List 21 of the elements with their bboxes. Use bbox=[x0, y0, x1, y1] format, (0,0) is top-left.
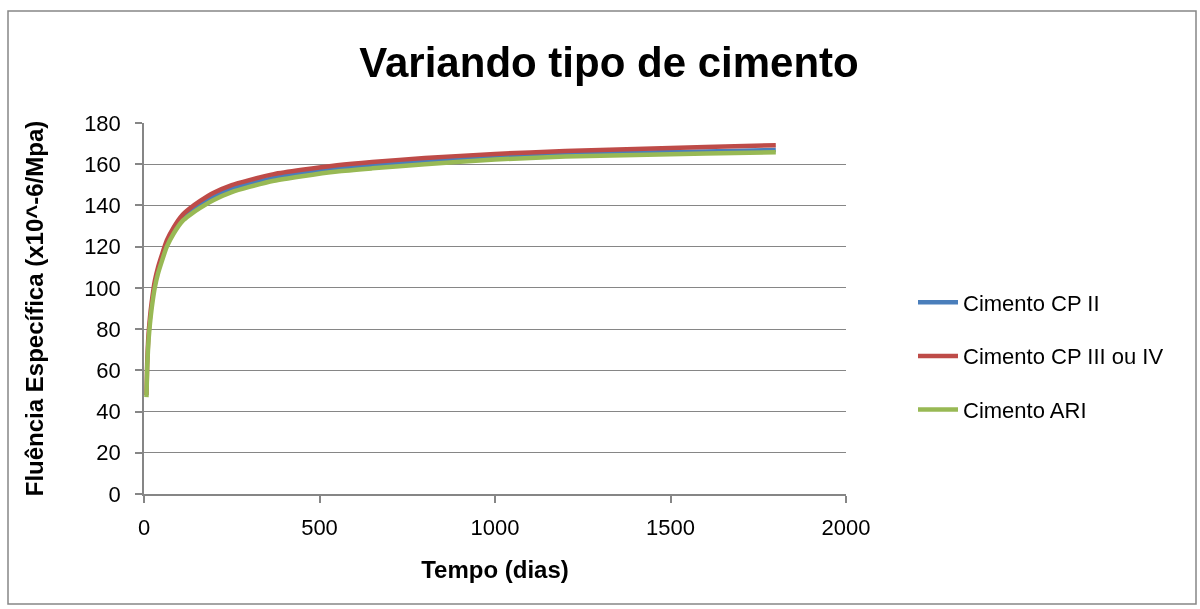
y-tick-label: 140 bbox=[84, 193, 121, 219]
legend-label: Cimento CP III ou IV bbox=[963, 344, 1164, 370]
y-tick-label: 20 bbox=[96, 440, 121, 466]
x-tick-label: 2000 bbox=[821, 515, 871, 541]
x-axis-title: Tempo (dias) bbox=[421, 555, 569, 583]
x-tick-label: 500 bbox=[301, 515, 338, 541]
x-tick-label: 1500 bbox=[646, 515, 695, 541]
y-tick-label: 120 bbox=[84, 234, 121, 260]
y-tick-label: 180 bbox=[84, 110, 121, 136]
y-axis-title: Fluência Específica (x10^-6/Mpa) bbox=[20, 120, 48, 497]
chart-title: Variando tipo de cimento bbox=[359, 38, 859, 86]
y-tick-label: 40 bbox=[96, 399, 121, 425]
legend-label: Cimento CP II bbox=[963, 290, 1100, 316]
y-tick-label: 0 bbox=[108, 481, 121, 507]
x-tick-label: 0 bbox=[137, 515, 151, 541]
y-tick-label: 160 bbox=[84, 151, 121, 177]
legend-label: Cimento ARI bbox=[963, 398, 1087, 424]
y-tick-label: 100 bbox=[84, 275, 121, 301]
x-tick-label: 1000 bbox=[470, 515, 520, 541]
y-tick-label: 60 bbox=[96, 358, 121, 384]
y-tick-label: 80 bbox=[96, 316, 121, 342]
